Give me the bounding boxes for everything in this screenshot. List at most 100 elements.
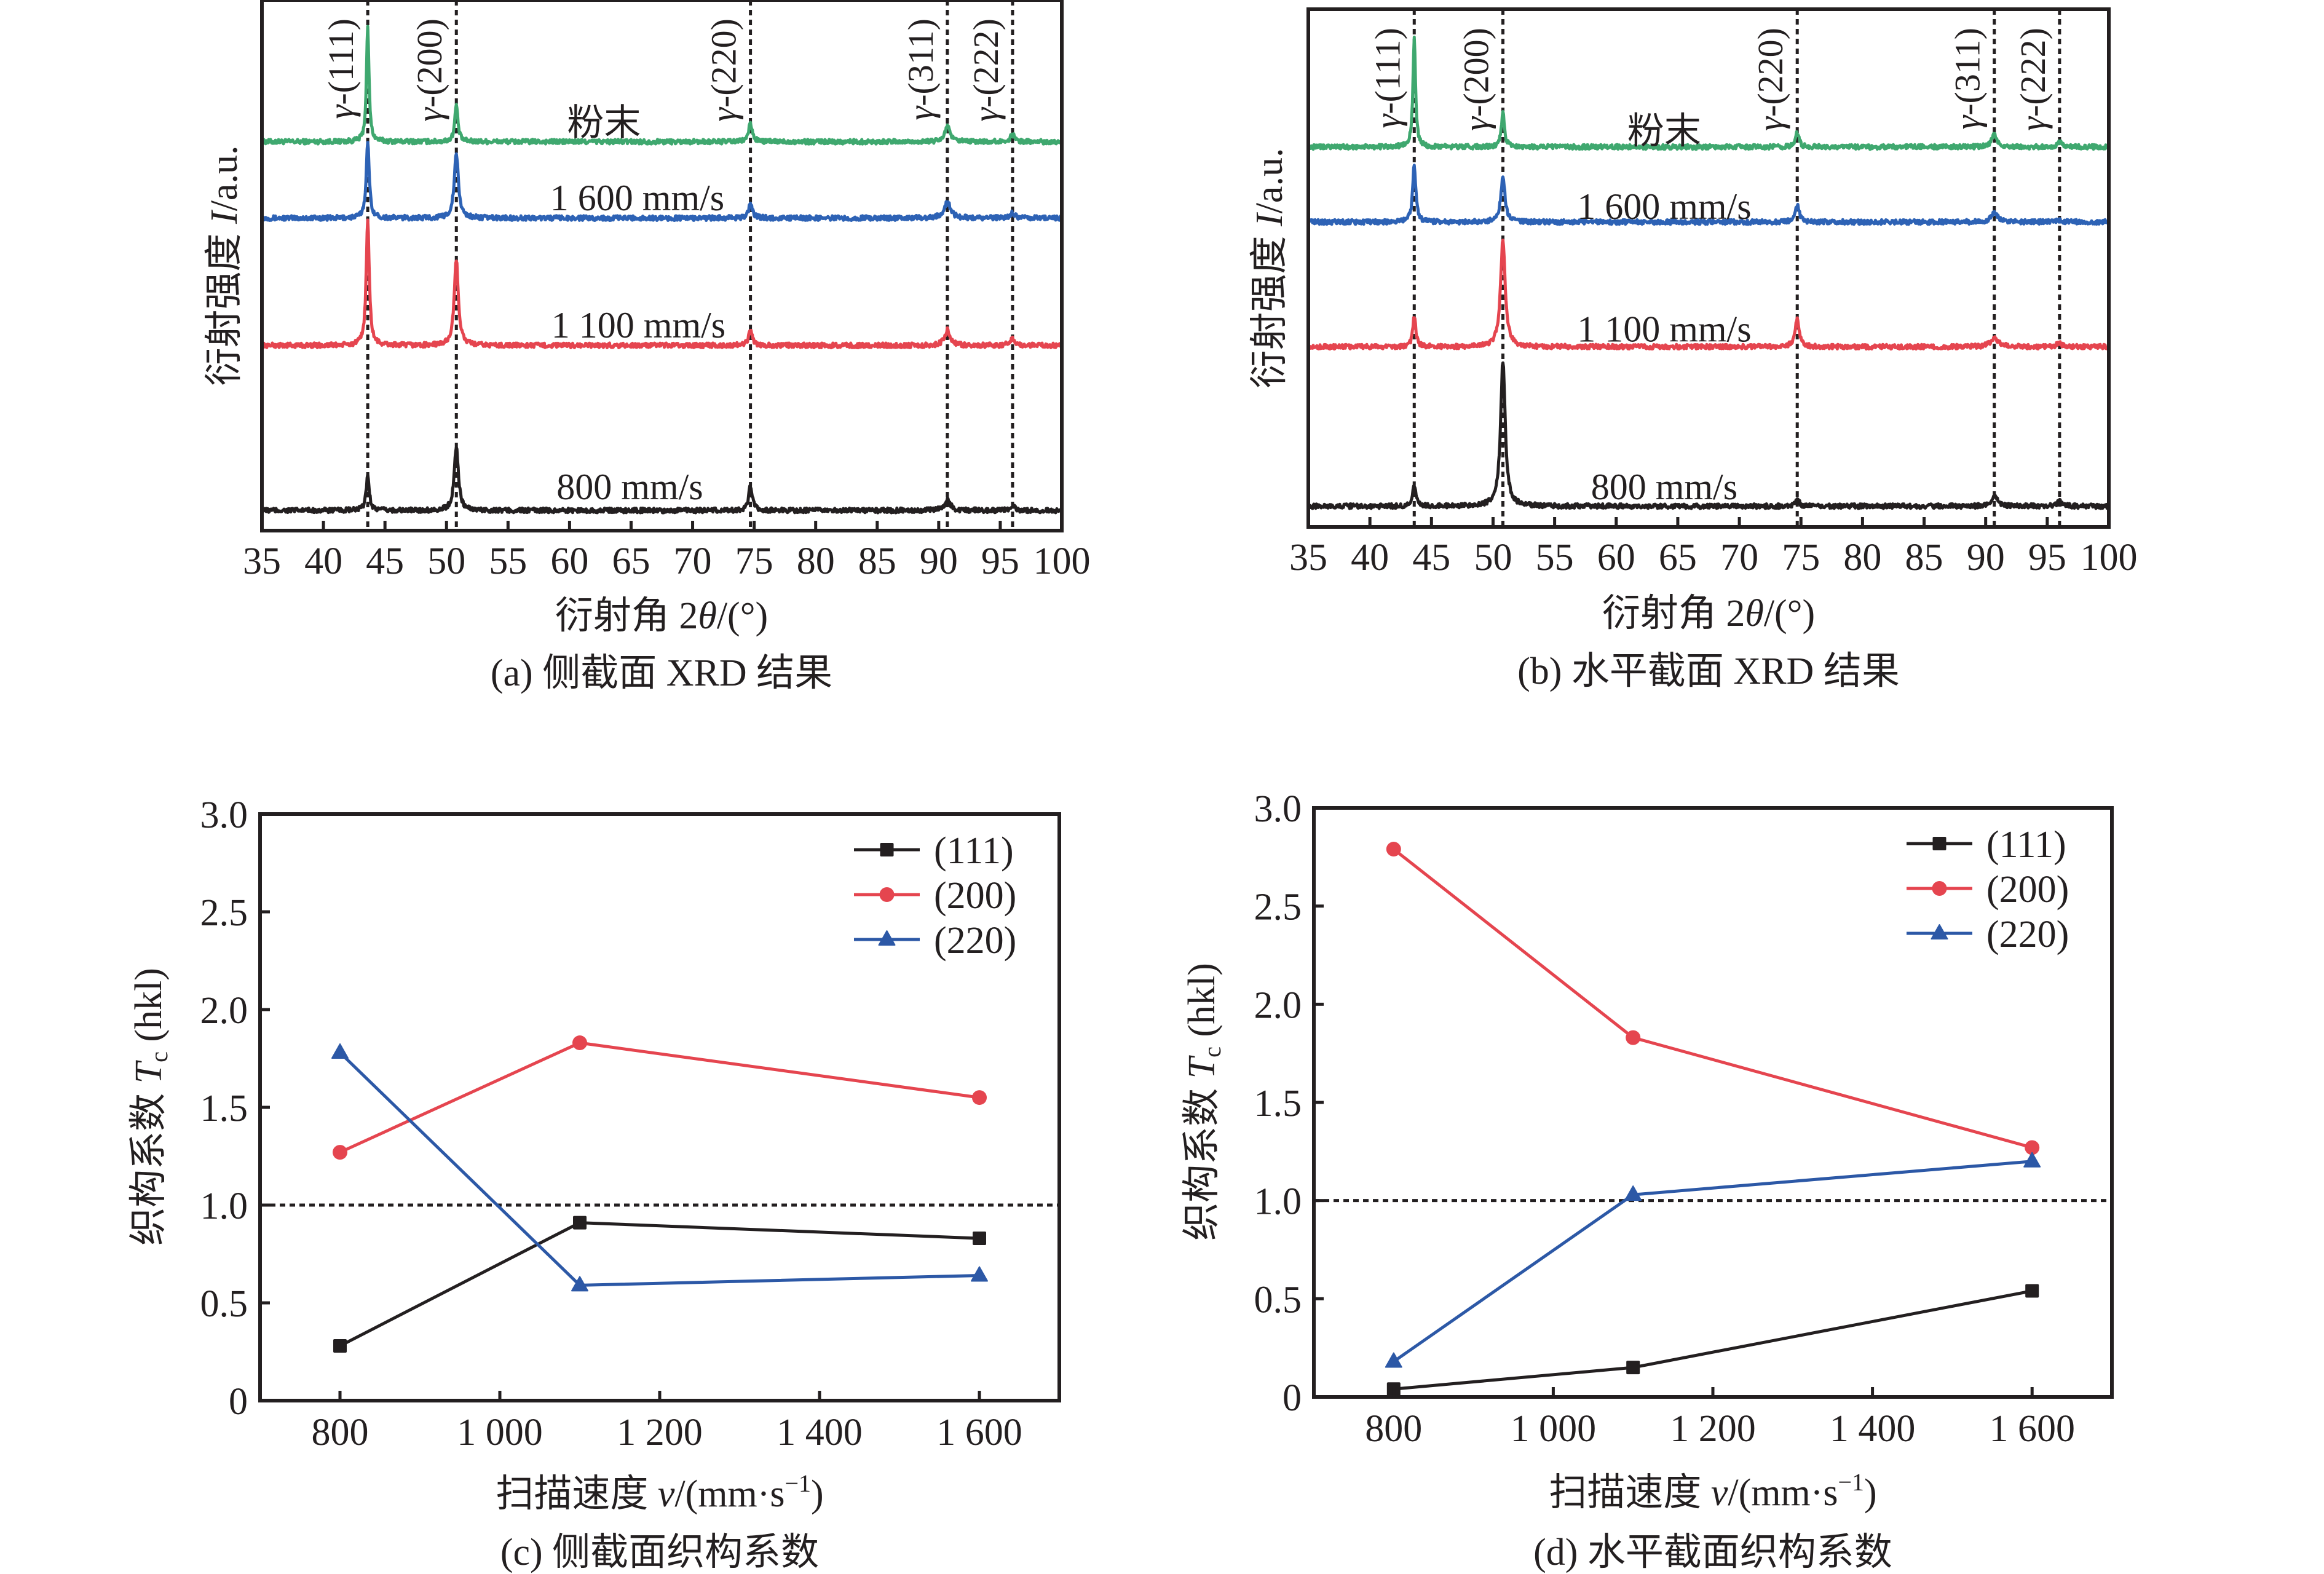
peak-label: γ-(111): [1367, 28, 1407, 129]
x-tick-label: 85: [1905, 537, 1943, 579]
x-tick-label: 90: [920, 540, 958, 582]
panel-a-x-axis-title: 衍射角 2θ/(°): [555, 595, 768, 637]
legend-label-220: (220): [934, 920, 1016, 962]
xrd-pattern-1600: [261, 141, 1063, 222]
sample-label: 800 mm/s: [556, 467, 703, 507]
xrd-pattern-粉末: [260, 25, 1064, 146]
x-tick-label: 55: [1536, 537, 1574, 579]
peak-label: γ-(222): [2013, 28, 2053, 131]
panel-d-caption: (d) 水平截面织构系数: [1533, 1532, 1892, 1573]
x-tick-label: 60: [1597, 537, 1635, 579]
peak-label: γ-(311): [901, 18, 941, 121]
legend-marker-circle: [879, 887, 895, 902]
data-point-200-circle: [972, 1090, 987, 1105]
xrd-pattern-粉末: [1306, 36, 2111, 151]
x-tick-label: 95: [981, 540, 1019, 582]
y-tick-label: 1.5: [1254, 1083, 1302, 1125]
x-tick-label: 95: [2028, 537, 2066, 579]
data-point-220-triangle: [1624, 1185, 1642, 1201]
xrd-pattern-1100: [260, 218, 1064, 350]
x-tick-label: 45: [366, 540, 404, 582]
y-tick-label: 1.0: [200, 1185, 248, 1227]
sample-label: 粉末: [1627, 111, 1701, 152]
sample-label: 800 mm/s: [1591, 467, 1737, 507]
y-tick-label: 2.5: [1254, 887, 1302, 928]
panel-b-y-axis-title: 衍射强度 I/a.u.: [1249, 148, 1290, 389]
data-point-220-triangle: [571, 1276, 588, 1292]
sample-label: 粉末: [567, 103, 641, 143]
plot-frame: [260, 0, 1064, 532]
legend-label-220: (220): [1986, 914, 2069, 955]
x-tick-label: 35: [243, 540, 281, 582]
x-tick-label: 65: [612, 540, 650, 582]
panel-b-x-axis-title: 衍射角 2θ/(°): [1602, 593, 1815, 635]
plot-frame: [1306, 7, 2111, 529]
x-tick-label: 85: [858, 540, 896, 582]
x-tick-label: 1 600: [1989, 1408, 2075, 1450]
legend-label-200: (200): [934, 875, 1016, 917]
panel-c-y-axis-title: 织构系数 Tc (hkl): [128, 968, 173, 1246]
legend-label-111: (111): [1986, 824, 2066, 866]
data-point-111-square: [333, 1339, 347, 1353]
data-point-111-square: [1626, 1361, 1640, 1375]
x-tick-label: 800: [312, 1412, 369, 1453]
x-tick-label: 75: [1782, 537, 1820, 579]
y-tick-label: 1.0: [1254, 1181, 1302, 1223]
x-tick-label: 80: [1843, 537, 1881, 579]
x-tick-label: 1 400: [777, 1412, 863, 1453]
x-tick-label: 60: [550, 540, 588, 582]
y-tick-label: 3.0: [1254, 788, 1302, 830]
legend-label-111: (111): [934, 830, 1014, 872]
data-point-111-square: [573, 1216, 587, 1230]
panel-d-horizontal-section-texture: (111)(200)(220) 0 0.5 1.0 1.5 2.0 2.5 3.0 800 1 0…: [1254, 788, 2114, 1450]
panel-c-x-axis-title: 扫描速度 v/(mm·s−1): [496, 1469, 823, 1515]
legend-label-200: (200): [1986, 869, 2069, 911]
x-tick-label: 45: [1412, 537, 1450, 579]
data-point-200-circle: [572, 1035, 587, 1051]
x-tick-label: 1 000: [1511, 1408, 1597, 1450]
x-tick-label: 100: [1034, 540, 1091, 582]
data-point-220-triangle: [331, 1043, 349, 1059]
legend-marker-triangle: [878, 930, 896, 946]
peak-label: γ-(220): [704, 18, 744, 122]
data-point-200-circle: [333, 1145, 347, 1160]
panel-d-y-axis-title: 织构系数 Tc (hkl): [1181, 963, 1226, 1241]
x-tick-label: 80: [797, 540, 835, 582]
legend-marker-circle: [1932, 881, 1947, 896]
x-tick-label: 100: [2081, 537, 2138, 579]
peak-label: γ-(200): [1456, 28, 1496, 131]
x-tick-label: 1 200: [617, 1412, 703, 1453]
series-line-200: [339, 1041, 980, 1154]
x-tick-label: 40: [304, 540, 342, 582]
panel-d-x-axis-title: 扫描速度 v/(mm·s−1): [1549, 1468, 1876, 1514]
x-tick-label: 65: [1659, 537, 1697, 579]
x-tick-label: 1 400: [1830, 1408, 1916, 1450]
x-tick-label: 1 600: [936, 1412, 1022, 1453]
panel-c-caption: (c) 侧截面织构系数: [500, 1532, 819, 1573]
series-line-220: [339, 1051, 980, 1287]
y-tick-label: 2.0: [1254, 984, 1302, 1026]
sample-label: 1 100 mm/s: [551, 305, 725, 346]
x-tick-label: 75: [735, 540, 773, 582]
y-tick-label: 0: [229, 1381, 248, 1423]
x-tick-label: 50: [1474, 537, 1512, 579]
x-tick-label: 40: [1351, 537, 1389, 579]
data-point-200-circle: [2025, 1140, 2040, 1155]
y-tick-label: 0.5: [1254, 1279, 1302, 1321]
peak-label: γ-(222): [966, 18, 1006, 122]
y-tick-label: 0.5: [200, 1283, 248, 1325]
y-tick-label: 2.5: [200, 892, 248, 934]
data-point-220-triangle: [971, 1266, 988, 1282]
xrd-pattern-800: [1306, 361, 2111, 510]
xrd-pattern-800: [260, 446, 1064, 515]
legend-marker-square: [880, 843, 894, 856]
legend-marker-triangle: [1931, 924, 1948, 939]
panel-b-horizontal-section-xrd: 粉末 1 600 mm/s 1 100 mm/s 800 mm/s γ-(111) γ-(…: [1289, 7, 2138, 579]
data-point-200-circle: [1386, 842, 1401, 857]
data-point-200-circle: [1626, 1030, 1641, 1045]
series-line-220: [1393, 1160, 2033, 1363]
x-tick-label: 35: [1289, 537, 1327, 579]
data-point-220-triangle: [2023, 1152, 2041, 1168]
panel-a-y-axis-title: 衍射强度 I/a.u.: [204, 146, 245, 386]
y-tick-label: 2.0: [200, 990, 248, 1032]
